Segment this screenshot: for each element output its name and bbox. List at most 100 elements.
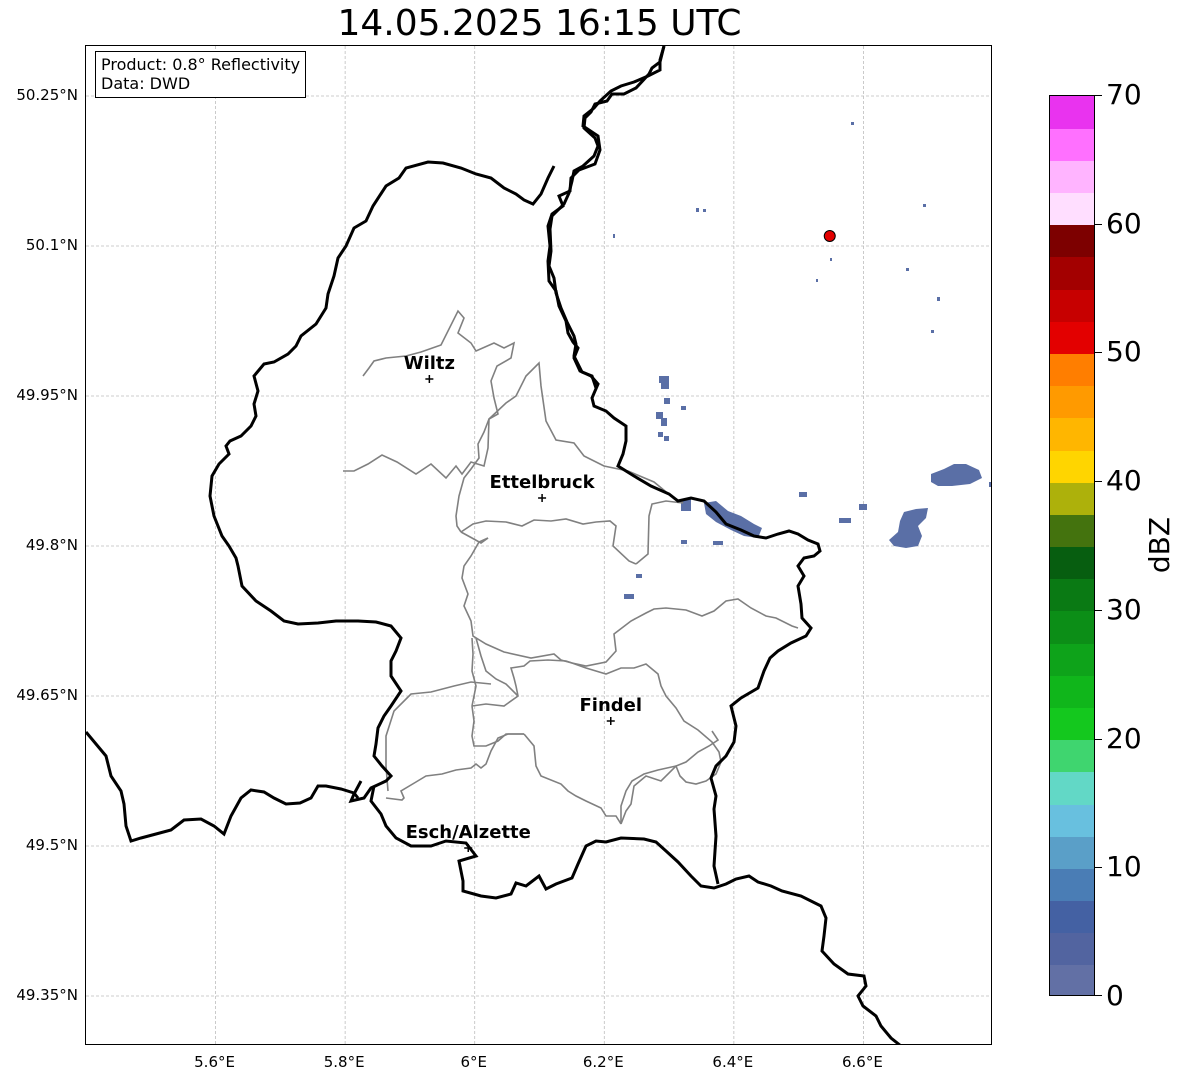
- city-label: Wiltz: [404, 353, 455, 374]
- radar-echo: [681, 406, 686, 410]
- city-marker: Ettelbruck: [490, 472, 596, 502]
- radar-echo: [703, 209, 706, 212]
- lat-tick-label: 49.5°N: [25, 836, 78, 854]
- map-canvas[interactable]: Wiltz Ettelbruck Findel Esch/Alzette: [86, 46, 992, 1045]
- district-border: [471, 659, 573, 707]
- cities: Wiltz Ettelbruck Findel Esch/Alzette: [404, 230, 836, 852]
- colorbar-segment: [1050, 514, 1094, 548]
- city-label: Esch/Alzette: [406, 822, 531, 843]
- radar-echo: [724, 514, 734, 522]
- colorbar-segment: [1050, 836, 1094, 869]
- radar-echo: [713, 541, 723, 545]
- district-border: [362, 309, 516, 420]
- colorbar-tick-mark: [1095, 867, 1102, 869]
- lon-tick-label: 6.4°E: [712, 1053, 754, 1071]
- radar-echo: [661, 418, 667, 426]
- district-border: [635, 500, 684, 565]
- colorbar-segment: [1050, 707, 1094, 741]
- colorbar-segment: [1050, 353, 1094, 387]
- colorbar-tick-label: 30: [1106, 592, 1142, 626]
- lon-tick-label: 6.6°E: [842, 1053, 883, 1071]
- district-border: [475, 637, 519, 697]
- radar-echo: [830, 258, 832, 261]
- lat-tick-label: 49.65°N: [16, 686, 78, 704]
- luxembourg-border: [547, 46, 666, 389]
- colorbar-tick-mark: [1095, 609, 1102, 611]
- radar-echo: [989, 482, 991, 487]
- country-borders: [86, 46, 901, 1044]
- radar-echo: [613, 234, 615, 238]
- city-marker-cross: [425, 375, 434, 383]
- colorbar-segment: [1050, 256, 1094, 290]
- radar-echo: [624, 594, 634, 599]
- lat-tick-label: 50.1°N: [25, 236, 78, 254]
- colorbar-tick-mark: [1095, 481, 1102, 483]
- radar-echo: [851, 122, 854, 125]
- colorbar-tick-mark: [1095, 995, 1102, 996]
- district-border: [471, 705, 524, 747]
- district-border: [460, 531, 489, 544]
- district-border: [620, 730, 720, 825]
- radar-echo: [889, 508, 928, 548]
- district-border: [343, 361, 684, 504]
- colorbar-tick-label: 60: [1106, 206, 1142, 240]
- product-label: Product: 0.8° Reflectivity: [101, 55, 301, 74]
- radar-map[interactable]: Wiltz Ettelbruck Findel Esch/Alzette: [85, 45, 992, 1045]
- colorbar-segment: [1050, 771, 1094, 805]
- radar-echo: [923, 204, 926, 207]
- product-info-box: Product: 0.8° Reflectivity Data: DWD: [95, 51, 307, 98]
- colorbar-label: dBZ: [1143, 516, 1176, 574]
- lon-tick-label: 6.2°E: [582, 1053, 624, 1071]
- district-border: [523, 733, 622, 825]
- colorbar-tick-mark: [1095, 352, 1102, 354]
- colorbar-tick-label: 50: [1106, 335, 1142, 369]
- colorbar-tick-label: 10: [1106, 850, 1142, 884]
- radar-echo: [696, 208, 699, 212]
- map-title: 14.05.2025 16:15 UTC: [337, 3, 742, 44]
- city-marker-cross: [606, 717, 615, 725]
- radar-echo: [816, 279, 818, 282]
- radar-echo: [799, 492, 807, 497]
- luxembourg-border: [208, 160, 556, 804]
- colorbar-segment: [1050, 546, 1094, 580]
- colorbar: [1049, 95, 1095, 996]
- radar-echo: [931, 464, 982, 486]
- district-border: [385, 733, 524, 801]
- radar-echo: [839, 518, 851, 523]
- lat-tick-label: 49.35°N: [16, 986, 78, 1004]
- radar-echo: [664, 398, 670, 404]
- district-border: [455, 418, 490, 533]
- colorbar-segment: [1050, 610, 1094, 644]
- radar-echoes: [613, 122, 991, 599]
- radar-echo: [636, 574, 642, 578]
- city-marker: Findel: [579, 695, 642, 725]
- colorbar-segment: [1050, 868, 1094, 902]
- colorbar-segment: [1050, 643, 1094, 676]
- luxembourg-border: [369, 785, 901, 1044]
- radar-echo: [937, 297, 940, 301]
- radar-echo: [659, 376, 669, 383]
- colorbar-segment: [1050, 578, 1094, 612]
- city-label: Ettelbruck: [490, 472, 596, 493]
- gridlines: [86, 46, 991, 1044]
- radar-echo: [661, 383, 669, 389]
- lat-tick-label: 49.95°N: [16, 386, 78, 404]
- lon-tick-label: 5.6°E: [194, 1053, 235, 1071]
- radar-echo: [906, 268, 909, 271]
- district-border: [471, 637, 477, 707]
- lon-tick-label: 5.8°E: [323, 1053, 365, 1071]
- radar-echo: [931, 330, 934, 333]
- city-marker: Wiltz: [404, 353, 455, 383]
- colorbar-segment: [1050, 96, 1094, 129]
- city-marker-cross: [464, 844, 473, 852]
- radar-site-marker: [823, 230, 836, 242]
- colorbar-segment: [1050, 385, 1094, 419]
- colorbar-segment: [1050, 321, 1094, 355]
- colorbar-segment: [1050, 417, 1094, 451]
- colorbar-tick-label: 0: [1106, 979, 1124, 1012]
- luxembourg-border: [546, 46, 822, 885]
- district-border: [385, 681, 492, 792]
- city-marker: Esch/Alzette: [406, 822, 531, 852]
- colorbar-tick-label: 40: [1106, 464, 1142, 498]
- colorbar-segment: [1050, 932, 1094, 966]
